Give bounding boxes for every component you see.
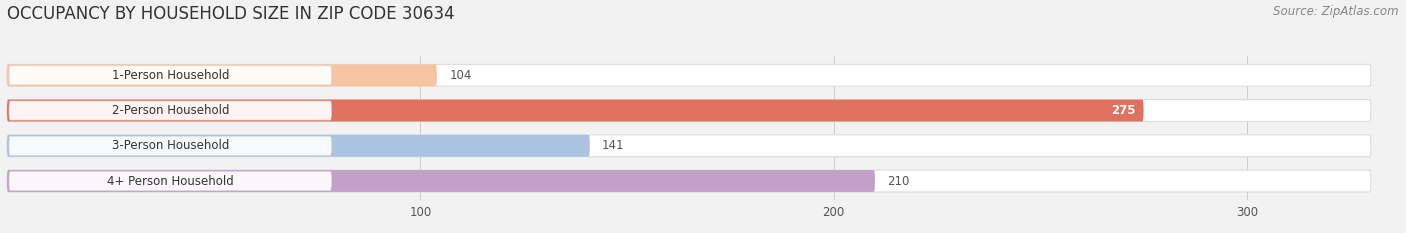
Text: 141: 141 [602, 139, 624, 152]
FancyBboxPatch shape [8, 101, 332, 120]
Text: OCCUPANCY BY HOUSEHOLD SIZE IN ZIP CODE 30634: OCCUPANCY BY HOUSEHOLD SIZE IN ZIP CODE … [7, 5, 454, 23]
FancyBboxPatch shape [7, 170, 875, 192]
FancyBboxPatch shape [8, 171, 332, 191]
FancyBboxPatch shape [7, 64, 1371, 86]
FancyBboxPatch shape [7, 100, 1371, 121]
Text: 210: 210 [887, 175, 910, 188]
FancyBboxPatch shape [7, 135, 589, 157]
Text: 275: 275 [1111, 104, 1135, 117]
Text: 4+ Person Household: 4+ Person Household [107, 175, 233, 188]
FancyBboxPatch shape [7, 64, 437, 86]
Text: 104: 104 [450, 69, 471, 82]
FancyBboxPatch shape [8, 136, 332, 155]
Text: Source: ZipAtlas.com: Source: ZipAtlas.com [1274, 5, 1399, 18]
FancyBboxPatch shape [8, 66, 332, 85]
Text: 1-Person Household: 1-Person Household [111, 69, 229, 82]
Text: 2-Person Household: 2-Person Household [111, 104, 229, 117]
Text: 3-Person Household: 3-Person Household [111, 139, 229, 152]
FancyBboxPatch shape [7, 100, 1143, 121]
FancyBboxPatch shape [7, 170, 1371, 192]
FancyBboxPatch shape [7, 135, 1371, 157]
